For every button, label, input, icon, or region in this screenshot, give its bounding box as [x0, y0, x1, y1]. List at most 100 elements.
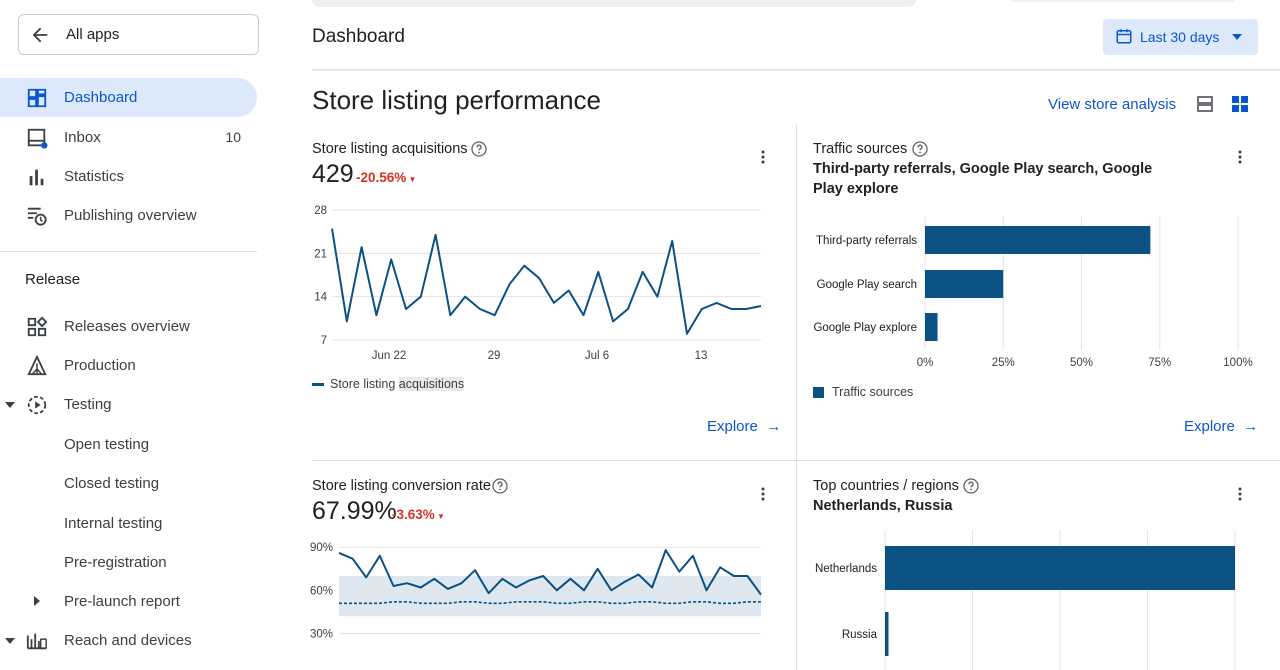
card-divider-horizontal	[312, 460, 1280, 461]
acquisitions-value: 429	[312, 160, 354, 188]
top-button-edge	[1012, 0, 1234, 2]
sidebar-item-testing[interactable]: Testing	[0, 385, 257, 424]
sidebar: All apps Dashboard Inbox 10 Statistics P…	[0, 0, 282, 670]
sidebar-divider	[0, 251, 257, 252]
sidebar-item-dashboard[interactable]: Dashboard	[0, 78, 257, 117]
sidebar-item-label: Dashboard	[64, 89, 138, 106]
traffic-explore-link[interactable]: Explore →	[1184, 418, 1259, 435]
date-range-label: Last 30 days	[1140, 29, 1220, 45]
x-tick-label: Jun 22	[372, 350, 407, 362]
countries-card-title: Top countries / regions	[813, 478, 959, 494]
sidebar-item-label: Releases overview	[64, 318, 190, 335]
legend-label-highlight: acquisitions	[398, 377, 465, 391]
legend-swatch	[312, 383, 324, 387]
y-tick-label: 90%	[310, 542, 333, 554]
countries-subtitle: Netherlands, Russia	[813, 498, 953, 514]
sidebar-item-label: Publishing overview	[64, 207, 197, 224]
benchmark-line	[339, 601, 761, 605]
help-icon[interactable]	[471, 141, 487, 157]
y-tick-label: 28	[314, 205, 327, 217]
dropdown-arrow-icon	[1232, 34, 1242, 40]
sidebar-item-label: Testing	[64, 396, 112, 413]
bar	[885, 546, 1235, 590]
series-line	[338, 549, 762, 596]
caret-right-icon[interactable]	[32, 595, 42, 607]
publishing-icon	[27, 207, 47, 226]
legend-label: Store listing	[330, 377, 396, 391]
acquisitions-explore-link[interactable]: Explore →	[707, 418, 782, 435]
bar	[885, 612, 889, 656]
search-bar[interactable]	[312, 0, 916, 7]
acquisitions-line-chart: 28 21 14 7 Jun 22 29 Jul 6 13	[314, 205, 762, 362]
date-range-button[interactable]: Last 30 days	[1103, 19, 1258, 55]
legend-label: Traffic sources	[832, 385, 914, 399]
sidebar-item-pre-launch-report[interactable]: Pre-launch report	[64, 593, 180, 610]
sidebar-item-closed-testing[interactable]: Closed testing	[64, 475, 160, 492]
sidebar-item-reach-and-devices[interactable]: Reach and devices	[0, 621, 257, 660]
page-title: Dashboard	[312, 26, 405, 47]
help-icon[interactable]	[963, 478, 979, 494]
acquisitions-legend: Store listing acquisitions	[312, 377, 465, 391]
caret-down-icon[interactable]	[4, 399, 16, 411]
sidebar-item-label: Statistics	[64, 168, 125, 185]
section-title: Store listing performance	[312, 85, 602, 115]
dashboard-icon	[27, 88, 47, 108]
y-tick-label: 60%	[310, 585, 333, 597]
x-tick-label: 75%	[1148, 357, 1171, 369]
traffic-subtitle: Third-party referrals, Google Play searc…	[813, 161, 1153, 197]
caret-down-icon[interactable]	[4, 635, 16, 647]
sidebar-item-statistics[interactable]: Statistics	[0, 157, 257, 196]
sidebar-item-open-testing[interactable]: Open testing	[64, 436, 150, 453]
x-tick-label: Jul 6	[585, 350, 609, 362]
more-vert-icon[interactable]	[1233, 486, 1247, 502]
countries-bar-chart: Netherlands Russia	[815, 530, 1236, 670]
card-divider-vertical	[796, 461, 797, 670]
sidebar-item-pre-registration[interactable]: Pre-registration	[64, 554, 167, 571]
sidebar-item-internal-testing[interactable]: Internal testing	[64, 515, 163, 532]
calendar-icon	[1116, 29, 1132, 44]
category-label: Third-party referrals	[816, 235, 917, 247]
bar	[925, 313, 938, 341]
acquisitions-delta: -20.56% ▼	[356, 170, 417, 185]
conversion-delta: -3.63% ▼	[392, 507, 445, 522]
all-apps-button[interactable]: All apps	[18, 14, 259, 55]
category-label: Google Play explore	[813, 322, 917, 334]
grid-layout-icon[interactable]	[1231, 95, 1249, 113]
x-tick-label: 29	[488, 350, 501, 362]
traffic-card-title: Traffic sources	[813, 141, 908, 157]
sidebar-item-releases-overview[interactable]: Releases overview	[0, 307, 257, 346]
more-vert-icon[interactable]	[1233, 149, 1247, 165]
y-tick-label: 14	[314, 292, 327, 304]
help-icon[interactable]	[492, 478, 508, 494]
list-layout-icon[interactable]	[1196, 95, 1214, 113]
y-tick-label: 7	[321, 335, 327, 347]
traffic-legend: Traffic sources	[813, 385, 913, 399]
sidebar-item-publishing-overview[interactable]: Publishing overview	[0, 196, 257, 235]
production-icon	[27, 355, 47, 376]
more-vert-icon[interactable]	[756, 486, 770, 502]
sidebar-item-production[interactable]: Production	[0, 346, 257, 385]
sidebar-item-inbox[interactable]: Inbox 10	[0, 118, 257, 157]
x-tick-label: 100%	[1223, 357, 1252, 369]
arrow-back-icon	[32, 27, 48, 43]
more-vert-icon[interactable]	[756, 149, 770, 165]
inbox-icon	[27, 128, 48, 149]
sidebar-item-label: Production	[64, 357, 136, 374]
y-tick-label: 21	[314, 248, 327, 260]
help-icon[interactable]	[912, 141, 928, 157]
all-apps-label: All apps	[66, 26, 120, 43]
header-divider	[312, 69, 1280, 71]
bar	[925, 226, 1151, 254]
conversion-value: 67.99%	[312, 497, 397, 525]
sidebar-item-label: Reach and devices	[64, 632, 192, 649]
reach-devices-icon	[26, 633, 47, 650]
view-store-analysis-link[interactable]: View store analysis	[1048, 96, 1177, 113]
testing-icon	[27, 395, 47, 415]
category-label: Netherlands	[815, 563, 877, 575]
category-label: Google Play search	[817, 279, 917, 291]
card-divider-vertical	[796, 124, 797, 460]
x-tick-label: 0%	[917, 357, 934, 369]
traffic-bar-chart: 0% 25% 50% 75% 100% Third-party referrals Goog…	[813, 215, 1253, 369]
x-tick-label: 50%	[1070, 357, 1093, 369]
acquisitions-card-title: Store listing acquisitions	[312, 141, 468, 157]
